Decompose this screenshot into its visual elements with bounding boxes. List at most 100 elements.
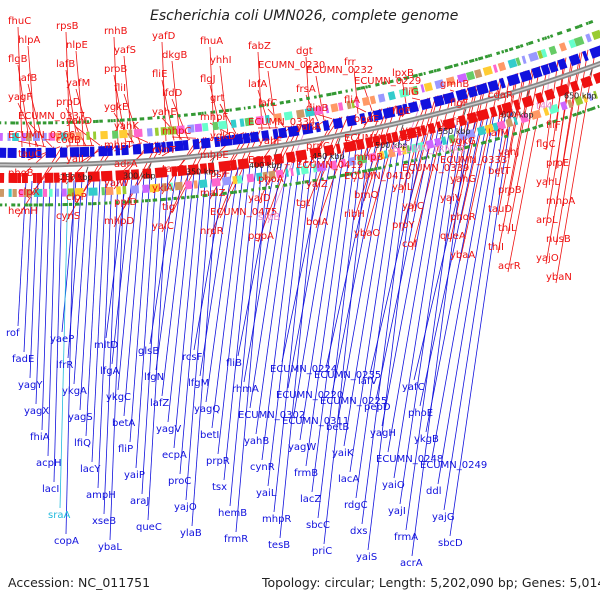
feature-block — [211, 177, 221, 187]
gene-label: ECUMN_0366 — [8, 130, 75, 141]
gene-label: yagV — [156, 424, 181, 435]
feature-block — [482, 65, 493, 76]
gene-label: ECUMN_0419 — [296, 160, 363, 171]
feature-block — [388, 163, 393, 168]
feature-block — [199, 163, 208, 174]
leader-line — [73, 179, 89, 385]
leader-line — [223, 165, 257, 481]
leader-line — [249, 160, 289, 409]
feature-block — [275, 184, 279, 189]
gene-label: ykgC — [106, 392, 131, 403]
feature-block — [304, 179, 310, 184]
gene-label: fhuC — [8, 16, 31, 27]
gene-label: fliI — [114, 83, 126, 94]
leader-line — [167, 172, 195, 423]
feature-block — [246, 173, 255, 183]
gene-label: ykgA — [62, 386, 87, 397]
feature-block — [177, 165, 188, 177]
gene-label: phoR — [450, 212, 476, 223]
gene-label: yaiZ — [306, 179, 328, 190]
feature-block — [477, 56, 484, 61]
feature-block — [343, 140, 357, 153]
feature-block — [436, 67, 441, 72]
tick-mark — [526, 90, 530, 97]
feature-block — [368, 152, 378, 162]
leader-line — [27, 121, 53, 148]
feature-block — [585, 21, 589, 26]
gene-label: ECUMN_0230 — [258, 60, 325, 71]
gene-label: ECUMN_0229 — [354, 76, 421, 87]
tick-mark — [211, 157, 215, 164]
feature-block — [507, 58, 518, 69]
gene-label: yahB — [244, 436, 269, 447]
feature-block — [541, 37, 545, 41]
leader-line — [109, 178, 125, 541]
gene-label: ECUMN_tRNA6 — [392, 144, 465, 155]
feature-block — [433, 94, 445, 107]
feature-block — [534, 92, 545, 104]
reverse-gene-labels: rofyaePmltDglsBrcsFfliBECUMN_0224ECUMN_0… — [6, 328, 487, 569]
feature-block — [306, 96, 311, 101]
leader-line — [211, 166, 245, 429]
feature-block — [242, 189, 248, 193]
feature-block — [331, 175, 337, 179]
gene-label: lfrR — [56, 360, 73, 371]
gene-label: prpB — [498, 185, 522, 196]
gene-label: ECUMN_0365 — [344, 133, 411, 144]
leader-line — [393, 126, 451, 479]
gene-label: proC — [168, 476, 191, 487]
feature-block — [345, 114, 357, 127]
gene-label: mltD — [94, 340, 118, 351]
feature-block — [377, 93, 386, 103]
feature-block — [316, 162, 327, 172]
feature-block — [520, 129, 525, 134]
leader-line — [545, 54, 575, 227]
gene-label: hemB — [218, 508, 247, 519]
feature-block — [593, 90, 599, 100]
feature-block — [420, 125, 427, 136]
gene-label: nlpE — [66, 40, 88, 51]
feature-block — [330, 103, 339, 113]
feature-block — [346, 100, 352, 110]
gene-label: ddl — [426, 486, 441, 497]
leader-line — [431, 114, 495, 459]
feature-block — [546, 35, 550, 39]
feature-block — [403, 75, 410, 80]
feature-block — [476, 82, 489, 96]
feature-block — [258, 103, 265, 108]
feature-block — [348, 156, 357, 166]
feature-block — [578, 23, 583, 28]
leader-line — [123, 176, 145, 417]
leader-line — [17, 26, 23, 148]
gene-label: ybaN — [546, 272, 572, 283]
gene-label: nusB — [546, 234, 571, 245]
leader-line — [323, 145, 369, 545]
tick-mark — [400, 124, 404, 132]
leader-line — [47, 180, 57, 457]
feature-block — [445, 150, 450, 155]
feature-block — [580, 75, 593, 89]
feature-block — [369, 167, 375, 172]
gene-label: frmA — [394, 532, 418, 543]
gene-label: ygkG — [450, 136, 476, 147]
gene-label: mhpF — [200, 112, 228, 123]
gene-label: thiI — [488, 242, 504, 253]
cog-ring-forward — [0, 90, 599, 197]
gene-label: rnhB — [104, 26, 128, 37]
leader-line — [299, 150, 345, 441]
feature-block — [202, 193, 208, 198]
tick-label: 650 kbp — [564, 91, 597, 100]
leader-line — [315, 113, 333, 120]
feature-block — [597, 104, 600, 109]
feature-block — [519, 43, 524, 48]
feature-block — [484, 123, 495, 134]
leader-line — [317, 146, 363, 519]
feature-block — [582, 50, 589, 62]
feature-block — [329, 160, 338, 170]
gene-label: prpE — [546, 158, 569, 169]
gene-label: yagS — [68, 412, 93, 423]
feature-block — [345, 172, 350, 177]
feature-block — [296, 109, 305, 119]
